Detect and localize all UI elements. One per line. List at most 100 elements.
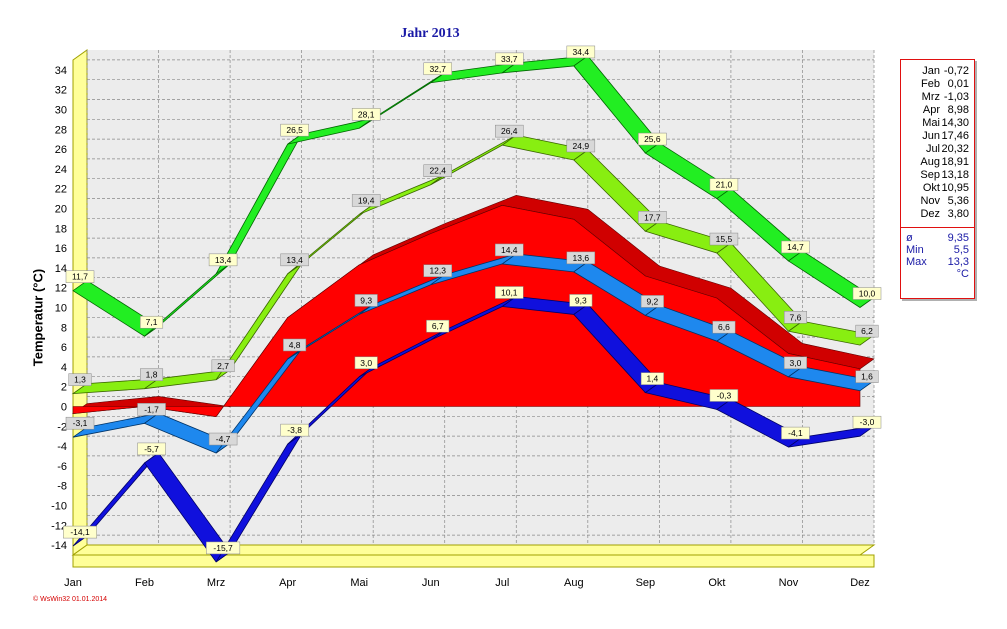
- series-max-label-box: [638, 132, 667, 146]
- summary-row: °C: [901, 268, 974, 280]
- stats-divider: [901, 227, 974, 228]
- series-max-data-label: 13,4: [215, 255, 232, 265]
- y-tick-label: -2: [57, 421, 67, 433]
- series-max-label-box: [208, 253, 238, 267]
- summary-key: Max: [906, 256, 927, 268]
- series-lower-label-box: [354, 294, 378, 307]
- stats-row: Jun 17,46: [901, 130, 974, 143]
- y-tick-label: 34: [55, 65, 67, 77]
- series-max-data-label: 32,7: [429, 64, 446, 74]
- series-max-label-box: [351, 108, 381, 121]
- stats-month: Apr: [922, 104, 940, 116]
- y-tick-label: -8: [57, 481, 67, 493]
- stats-value: -0,72: [943, 65, 969, 77]
- series-lower-data-label: 4,8: [289, 340, 301, 350]
- stats-row: Apr 8,98: [901, 104, 974, 117]
- series-min-label-box: [495, 286, 524, 299]
- series-min-label-box: [640, 372, 664, 385]
- stats-value: -1,03: [943, 91, 969, 103]
- series-lower-label-box: [65, 416, 95, 430]
- series-lower-data-label: 6,6: [718, 322, 730, 332]
- series-min-data-label: -3,8: [287, 425, 302, 435]
- x-tick-label: Mai: [350, 577, 368, 589]
- plot-floor-front: [72, 554, 875, 568]
- series-max-label-box: [423, 62, 452, 76]
- series-lower-data-label: 1,6: [861, 372, 873, 382]
- series-upper-label-box: [211, 359, 235, 373]
- series-upper-data-label: 6,2: [861, 326, 873, 336]
- series-max-label-box: [140, 315, 164, 329]
- series-max-data-label: 21,0: [716, 180, 733, 190]
- series-max-label-box: [781, 240, 810, 254]
- series-min-label-box: [781, 426, 810, 440]
- summary-value: 9,35: [947, 232, 969, 244]
- stats-row: Dez 3,80: [901, 208, 974, 221]
- series-lower-data-label: -3,1: [73, 418, 88, 428]
- stats-value: 5,36: [947, 195, 969, 207]
- series-min-data-label: -5,7: [144, 444, 159, 454]
- summary-row: Min 5,5: [901, 244, 974, 256]
- series-min-data-label: 6,7: [432, 321, 444, 331]
- y-tick-label: 32: [55, 85, 67, 97]
- series-lower-label-box: [566, 251, 596, 265]
- stats-row: Feb 0,01: [901, 78, 974, 91]
- x-tick-label: Jan: [64, 577, 82, 589]
- y-tick-label: 22: [55, 184, 67, 196]
- series-upper-data-label: 26,4: [501, 126, 518, 136]
- series-lower-label-box: [423, 264, 452, 277]
- series-upper-label-box: [855, 324, 879, 338]
- y-tick-label: -10: [51, 501, 67, 513]
- stats-row: Aug 18,91: [901, 156, 974, 169]
- series-min-data-label: 9,3: [575, 295, 587, 305]
- series-max-data-label: 14,7: [787, 242, 804, 252]
- stats-value: 18,91: [941, 156, 969, 168]
- x-tick-label: Dez: [850, 577, 870, 589]
- series-upper-label-box: [783, 311, 807, 324]
- series-lower-data-label: 13,6: [573, 253, 590, 263]
- series-upper-label-box: [566, 139, 596, 153]
- series-lower-label-box: [712, 320, 736, 334]
- y-tick-label: 28: [55, 124, 67, 136]
- series-min-data-label: -14,1: [70, 527, 90, 537]
- series-min-data-label: 3,0: [360, 358, 372, 368]
- y-tick-label: 6: [61, 342, 67, 354]
- series-min-label-box: [280, 423, 309, 437]
- stats-value: 13,18: [941, 169, 969, 181]
- series-min-data-label: -15,7: [213, 543, 233, 553]
- chart-title: Jahr 2013: [400, 26, 460, 41]
- series-mean-area: [72, 205, 861, 418]
- series-min-data-label: -0,3: [717, 390, 732, 400]
- y-tick-label: 18: [55, 223, 67, 235]
- series-max: [72, 55, 875, 337]
- series-lower-data-label: 12,3: [429, 266, 446, 276]
- series-upper-data-label: 15,5: [716, 234, 733, 244]
- y-tick-label: 12: [55, 283, 67, 295]
- series-lower-label-box: [208, 432, 238, 446]
- series-min-label-box: [852, 415, 882, 429]
- stats-row: Nov 5,36: [901, 195, 974, 208]
- y-axis-label: Temperatur (°C): [30, 268, 46, 367]
- series-max-data-label: 33,7: [501, 54, 518, 64]
- y-tick-label: -14: [51, 540, 67, 552]
- series-min-data-label: 10,1: [501, 288, 518, 298]
- x-tick-label: Nov: [779, 577, 799, 589]
- y-tick-label: 16: [55, 243, 67, 255]
- stats-month: Mai: [922, 117, 940, 129]
- stats-row: Mai 14,30: [901, 117, 974, 130]
- series-upper-data-label: 2,7: [217, 361, 229, 371]
- series-min-label-box: [206, 541, 241, 555]
- series-max-data-label: 10,0: [859, 289, 876, 299]
- series-upper-label-box: [495, 124, 524, 138]
- y-tick-label: 14: [55, 263, 67, 275]
- y-tick-label: -4: [57, 441, 67, 453]
- series-max-data-label: 11,7: [72, 272, 88, 282]
- stats-legend: Jan -0,72 Feb 0,01 Mrz -1,03 Apr 8,98 Mai 14,30 Ju…: [900, 59, 975, 299]
- series-upper-data-label: 1,3: [74, 375, 86, 385]
- stats-row: Jul 20,32: [901, 143, 974, 156]
- series-min-label-box: [709, 389, 739, 402]
- credit-text: © WsWin32 01.01.2014: [33, 596, 108, 603]
- series-upper-label-box: [68, 373, 92, 386]
- series-max-label-box: [65, 270, 95, 283]
- stats-row: Mrz -1,03: [901, 91, 974, 104]
